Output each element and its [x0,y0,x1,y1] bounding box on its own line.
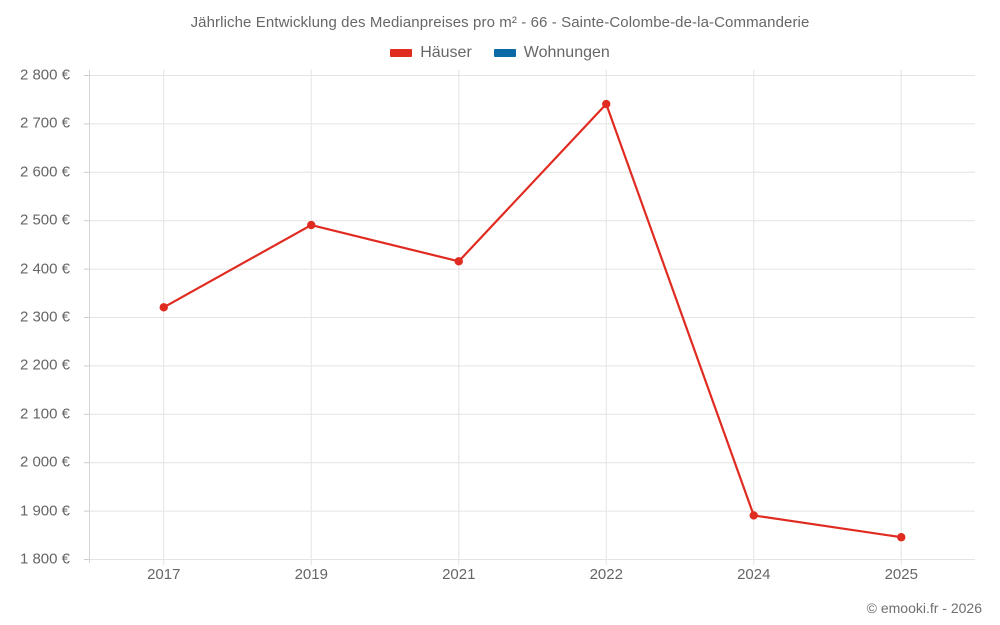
x-axis-tick-label: 2025 [884,566,918,583]
data-point[interactable] [307,220,316,230]
y-axis-tick-label: 2 300 € [19,308,70,326]
data-point[interactable] [897,533,906,542]
legend-swatch-hauser-icon [390,49,413,57]
footer-credit: © emooki.fr - 2026 [866,600,982,616]
data-point[interactable] [159,303,168,312]
x-axis-tick-label: 2022 [589,566,623,583]
y-axis-tick-label: 2 100 € [19,405,70,423]
y-axis-labels: 2 800 € 2 700 € 2 600 € 2 500 € 2 400 € 2 300… [0,0,80,625]
x-axis-tick-label: 2017 [147,566,181,583]
legend-item-hauser[interactable]: Häuser [390,44,472,62]
legend-swatch-wohnungen-icon [493,49,516,57]
y-axis-tick-label: 2 500 € [19,211,70,229]
data-point[interactable] [602,99,611,109]
y-axis-tick-label: 2 800 € [19,66,70,84]
gridlines [84,75,975,560]
data-point[interactable] [454,257,463,266]
y-axis-tick-label: 2 700 € [19,114,70,132]
y-axis-tick-label: 1 900 € [19,502,70,520]
chart-legend: Häuser Wohnungen [0,44,1000,62]
chart-title: Jährliche Entwicklung des Medianpreises … [190,14,810,31]
x-axis-tick-label: 2021 [442,566,476,583]
x-axis-tick-label: 2019 [294,566,328,583]
y-axis-tick-label: 2 400 € [19,260,70,278]
data-series-layer [159,99,906,542]
legend-item-wohnungen[interactable]: Wohnungen [493,44,610,62]
legend-label-hauser: Häuser [420,44,472,61]
data-point[interactable] [749,511,758,520]
y-axis-tick-label: 2 200 € [19,356,70,374]
legend-label-wohnungen: Wohnungen [523,44,610,61]
series-line-häuser [162,102,903,539]
x-tick-marks [163,70,902,565]
y-axis-tick-label: 2 000 € [19,453,70,471]
y-axis-tick-label: 1 800 € [19,550,70,568]
x-axis-tick-label: 2024 [737,566,771,583]
y-axis-tick-label: 2 600 € [19,163,70,181]
